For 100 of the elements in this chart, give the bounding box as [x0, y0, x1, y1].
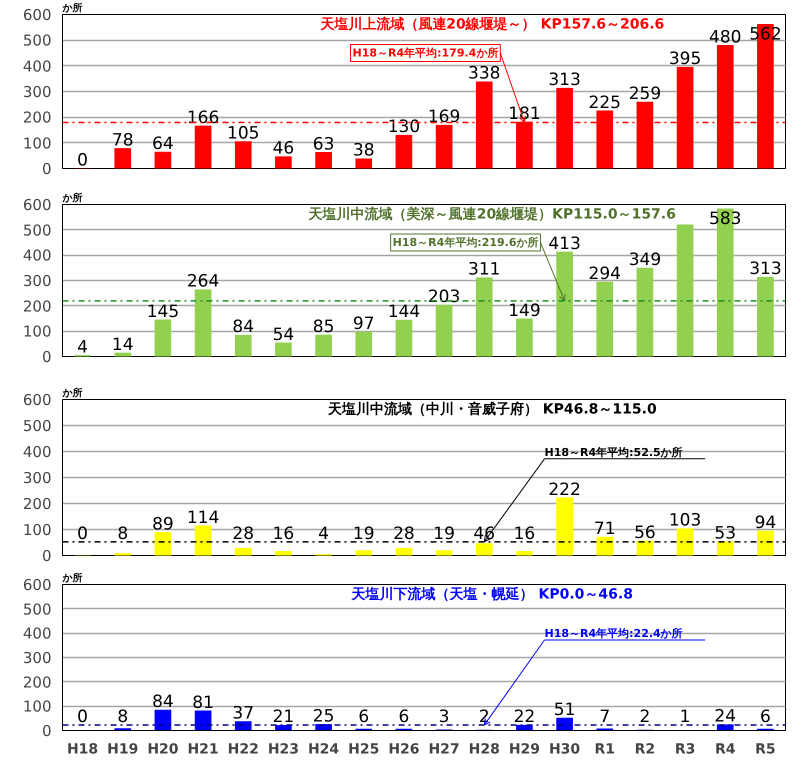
data-label: 16 [272, 524, 294, 544]
data-label: 338 [468, 64, 500, 84]
x-tick-label: H26 [388, 742, 420, 758]
annotation: H18～R4年平均:52.5か所 [544, 446, 683, 459]
y-tick-label: 100 [22, 698, 52, 716]
y-tick-label: 400 [22, 624, 52, 643]
x-tick-label: H21 [187, 742, 219, 758]
data-label: 84 [152, 692, 174, 712]
data-label: 37 [232, 703, 254, 724]
text: 97 [352, 314, 375, 334]
data-label: 480 [709, 27, 742, 48]
data-label: 46 [272, 138, 294, 159]
data-label: 114 [186, 508, 220, 528]
data-label: 28 [393, 524, 415, 544]
x-tick-label: H20 [147, 742, 179, 758]
data-label: 19 [352, 524, 375, 544]
data-label: 0 [77, 524, 88, 544]
data-label: 25 [312, 706, 334, 726]
x-tick-label: R4 [714, 742, 736, 758]
text: 413 [548, 234, 581, 254]
y-tick-label: 500 [22, 221, 52, 240]
chart-title: 天塩川下流域（天塩・幌延） KP0.0～46.8 [350, 586, 633, 602]
y-tick-label: 300 [22, 469, 52, 487]
text: 14 [112, 334, 134, 355]
y-tick-label: 500 [22, 32, 52, 50]
data-label: 395 [668, 49, 702, 70]
data-label: 130 [388, 117, 420, 138]
data-label: 103 [668, 510, 702, 531]
y-axis-title: か所 [62, 387, 82, 399]
y-tick-label: 600 [22, 391, 52, 409]
y-tick-label: 400 [22, 57, 52, 76]
data-label: 4 [318, 524, 330, 544]
y-tick-label: 500 [22, 417, 52, 435]
y-tick-label: 200 [22, 297, 52, 316]
data-label: 63 [312, 134, 334, 154]
x-tick-label: H25 [348, 742, 380, 758]
chart-title: 天塩川中流域（中川・音威子府） KP46.8～115.0 [326, 400, 657, 418]
x-tick-label: R1 [594, 742, 616, 758]
y-tick-label: 0 [42, 348, 52, 366]
annotation: H18～R4年平均:179.4か所 [352, 46, 498, 60]
y-tick-label: 100 [22, 322, 52, 341]
data-label: 78 [112, 130, 134, 150]
data-label: 105 [227, 124, 260, 144]
x-tick-label: H28 [468, 742, 500, 758]
y-tick-label: 200 [22, 673, 52, 692]
x-tick-label: H22 [228, 742, 259, 758]
x-tick-label: R2 [634, 742, 656, 758]
data-label: 56 [634, 522, 656, 543]
data-label: 64 [152, 134, 174, 154]
text: 85 [312, 316, 334, 337]
data-label: 313 [548, 70, 581, 90]
text: 4 [77, 337, 88, 358]
y-tick-label: 300 [22, 83, 52, 101]
data-label: 94 [754, 513, 776, 534]
chart-title: 天塩川中流域（美深～風連20線堰堤）KP115.0～157.6 [308, 206, 676, 222]
data-label: 169 [428, 107, 460, 128]
data-label: 22 [514, 707, 536, 728]
data-label: 71 [594, 519, 616, 540]
y-tick-label: 600 [22, 196, 52, 214]
y-tick-label: 300 [22, 272, 52, 290]
x-tick-label: H24 [308, 742, 340, 758]
text: 264 [186, 272, 220, 292]
x-tick-label: H23 [268, 742, 300, 758]
x-tick-label: H30 [548, 742, 580, 758]
data-label: 222 [548, 480, 581, 500]
data-label: 6 [358, 707, 370, 728]
data-label: 81 [192, 692, 214, 713]
data-label: 21 [272, 707, 294, 728]
data-label: 24 [714, 706, 736, 727]
data-label: 0 [77, 150, 88, 170]
data-label: 89 [152, 514, 174, 534]
x-tick-label: H18 [66, 742, 98, 758]
data-label: 8 [117, 707, 128, 728]
data-label: 3 [438, 707, 450, 728]
text: 54 [272, 324, 294, 345]
data-label: 8 [117, 524, 128, 544]
data-label: 6 [760, 707, 771, 728]
y-tick-label: 500 [22, 600, 52, 618]
y-tick-label: 200 [22, 108, 52, 127]
x-tick-label: R3 [674, 742, 696, 758]
text: 349 [628, 250, 662, 270]
x-tick-label: H27 [428, 742, 460, 758]
annotation: H18～R4年平均:22.4か所 [544, 626, 683, 640]
data-label: 225 [588, 92, 621, 113]
y-tick-label: 200 [22, 495, 52, 513]
y-tick-label: 600 [22, 576, 52, 594]
chart-title: 天塩川上流域（風連20線堰堤～） KP157.6～206.6 [319, 16, 664, 32]
data-label: 28 [232, 524, 254, 544]
data-label: 2 [640, 707, 650, 728]
y-tick-label: 100 [22, 521, 52, 539]
y-tick-label: 100 [22, 134, 52, 152]
data-label: 259 [628, 84, 662, 104]
data-label: 7 [599, 707, 610, 728]
y-tick-label: 0 [42, 547, 52, 565]
y-tick-label: 0 [42, 722, 52, 740]
data-label: 19 [433, 524, 455, 544]
data-label: 53 [714, 524, 736, 544]
y-tick-label: 400 [22, 246, 52, 265]
text: 84 [232, 317, 254, 338]
text: 313 [749, 259, 782, 280]
